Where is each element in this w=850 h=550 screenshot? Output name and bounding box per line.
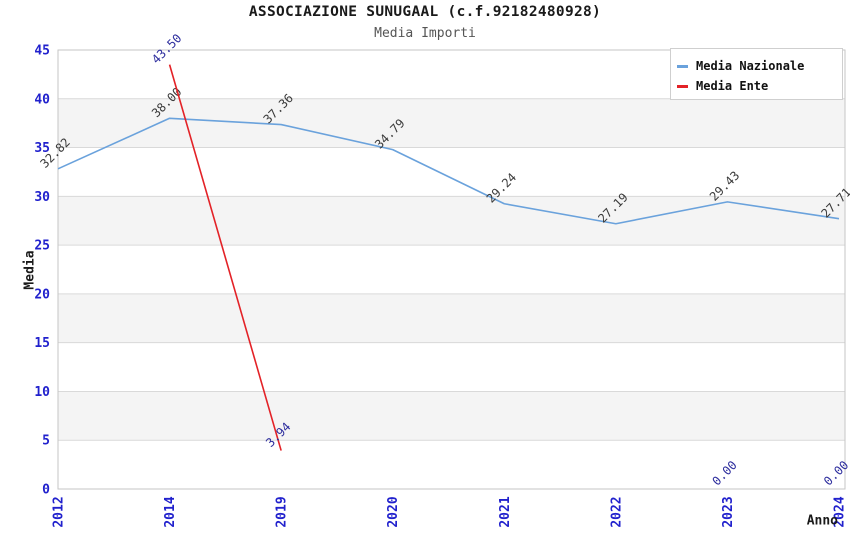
x-tick-label: 2019 — [275, 496, 290, 527]
point-label-media-ente: 43.50 — [149, 31, 184, 66]
x-tick-label: 2021 — [498, 496, 513, 527]
y-tick-label: 20 — [34, 287, 50, 302]
media-ente-line-swatch — [677, 84, 688, 88]
x-tick-label: 2020 — [386, 496, 401, 527]
y-tick-label: 5 — [42, 434, 50, 449]
plot-band — [58, 293, 845, 343]
y-tick-label: 30 — [34, 190, 50, 205]
x-tick-label: 2012 — [52, 496, 67, 527]
legend: Media Nazionale Media Ente — [670, 48, 843, 100]
plot-border — [57, 49, 846, 490]
y-tick-label: 10 — [34, 385, 50, 400]
x-tick-label: 2022 — [609, 496, 624, 527]
y-tick-label: 15 — [34, 336, 50, 351]
x-tick-label: 2014 — [163, 496, 178, 527]
plot-band — [58, 391, 845, 441]
y-tick-label: 35 — [34, 141, 50, 156]
x-axis-label: Anno — [806, 513, 838, 529]
y-tick-label: 40 — [34, 92, 50, 107]
chart-subtitle: Media Importi — [374, 26, 476, 41]
media-nazionale-line-swatch — [677, 64, 688, 68]
x-tick-label: 2023 — [721, 496, 736, 527]
legend-item-label: Media Nazionale — [696, 59, 805, 73]
y-tick-label: 25 — [34, 239, 50, 254]
plot-band — [58, 196, 845, 246]
series-line-media-ente — [168, 64, 282, 451]
legend-item-label: Media Ente — [696, 79, 769, 93]
y-axis-label: Media — [22, 250, 38, 290]
y-tick-label: 45 — [34, 44, 50, 59]
legend-item-media-ente: Media Ente — [677, 76, 842, 96]
point-label-media-ente: 0.00 — [821, 458, 850, 488]
y-tick-label: 0 — [42, 483, 50, 498]
x-tick-label: 2024 — [833, 496, 848, 527]
legend-item-media-nazionale: Media Nazionale — [677, 56, 842, 76]
series-line-media-nazionale — [57, 117, 840, 225]
point-label-media-ente: 0.00 — [709, 458, 739, 488]
plot-band — [58, 98, 845, 148]
chart-title: ASSOCIAZIONE SUNUGAAL (c.f.92182480928) — [248, 4, 602, 20]
